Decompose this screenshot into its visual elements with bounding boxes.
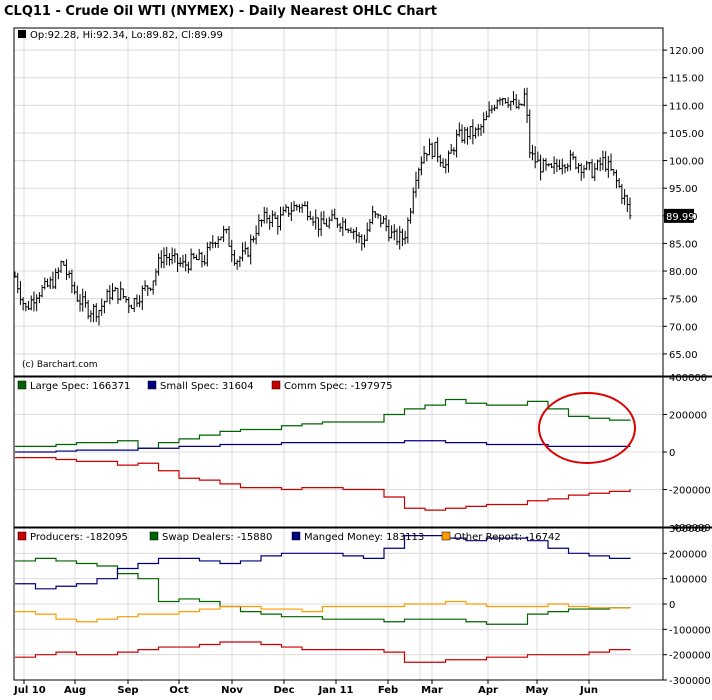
legend-swatch	[17, 380, 27, 390]
y-tick-label: -200000	[669, 486, 711, 497]
chart-grid	[13, 27, 712, 684]
y-tick-label: 110.00	[669, 101, 704, 112]
ohlc-legend: Op:92.28, Hi:92.34, Lo:89.82, Cl:89.99	[30, 30, 223, 41]
annotation-circle	[538, 392, 636, 464]
y-tick-label: 200000	[669, 549, 707, 560]
y-tick-label: 200000	[669, 411, 707, 422]
legend-label: Manged Money: 183113	[304, 532, 424, 543]
y-tick-label: 0	[669, 448, 675, 459]
y-tick-label: 75.00	[669, 295, 698, 306]
y-tick-label: 80.00	[669, 267, 698, 278]
legend-label: Swap Dealers: -15880	[162, 532, 272, 543]
legend-swatch	[149, 531, 159, 541]
legend-label: Producers: -182095	[30, 532, 128, 543]
y-tick-label: 300000	[669, 524, 707, 535]
x-tick-label: Mar	[421, 685, 443, 696]
y-tick-label: 100.00	[669, 157, 704, 168]
y-tick-label: 120.00	[669, 46, 704, 57]
y-tick-label: 95.00	[669, 184, 698, 195]
y-tick-label: 0	[669, 600, 675, 611]
credit-label: (c) Barchart.com	[22, 360, 98, 370]
x-tick-label: Nov	[221, 685, 243, 696]
y-tick-label: 115.00	[669, 74, 704, 85]
last-price-label: 89.99	[666, 212, 695, 223]
x-tick-label: Jun	[579, 685, 598, 696]
x-tick-label: Sep	[117, 685, 138, 696]
y-tick-label: -200000	[669, 651, 711, 662]
series-line	[15, 398, 631, 449]
chart-title: CLQ11 - Crude Oil WTI (NYMEX) - Daily Ne…	[4, 4, 437, 19]
x-tick-label: Feb	[378, 685, 398, 696]
legend-label: Other Report: -16742	[454, 532, 561, 543]
legend-swatch	[18, 30, 26, 38]
legend-swatch	[441, 531, 451, 541]
chart-marks	[13, 87, 636, 663]
panel-frame	[13, 27, 664, 377]
chart-labels: 65.0070.0075.0080.0085.0090.0095.00100.0…	[13, 30, 711, 696]
series-line	[15, 600, 631, 623]
x-tick-label: Oct	[169, 685, 188, 696]
series-line	[15, 641, 631, 663]
y-tick-label: -400000	[669, 523, 711, 534]
legend-swatch	[17, 531, 27, 541]
last-price-box	[664, 208, 694, 223]
x-tick-label: Jul 10	[13, 685, 46, 696]
legend-label: Large Spec: 166371	[30, 381, 130, 392]
y-tick-label: 85.00	[669, 239, 698, 250]
legend-swatch	[291, 531, 301, 541]
series-line	[15, 457, 631, 511]
legend-label: Small Spec: 31604	[160, 381, 254, 392]
y-tick-label: -100000	[669, 625, 711, 636]
y-tick-label: 70.00	[669, 322, 698, 333]
series-line	[15, 440, 631, 453]
x-tick-label: May	[526, 685, 549, 696]
legend-swatch	[271, 380, 281, 390]
x-tick-label: Dec	[273, 685, 294, 696]
y-tick-label: -300000	[669, 676, 711, 687]
y-tick-label: 100000	[669, 575, 707, 586]
x-tick-label: Jan 11	[318, 685, 354, 696]
legend-swatch	[147, 380, 157, 390]
y-tick-label: 105.00	[669, 129, 704, 140]
series-line	[15, 535, 631, 590]
y-tick-label: 65.00	[669, 350, 698, 361]
x-tick-label: Apr	[478, 685, 498, 696]
y-tick-label: 400000	[669, 373, 707, 384]
series-line	[15, 557, 631, 625]
x-tick-label: Aug	[64, 685, 86, 696]
legend-label: Comm Spec: -197975	[284, 381, 392, 392]
